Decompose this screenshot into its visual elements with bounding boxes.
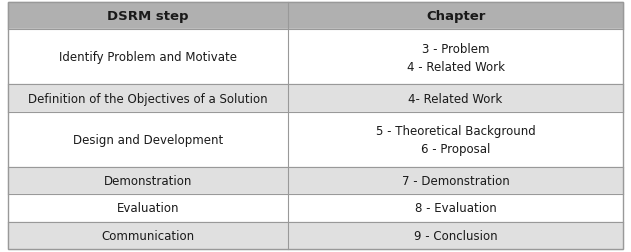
Text: Communication: Communication [101,229,194,242]
Bar [8,167,623,194]
Bar [8,85,623,112]
Bar [8,222,623,249]
Text: Definition of the Objectives of a Solution: Definition of the Objectives of a Soluti… [28,92,268,105]
Bar [8,112,623,167]
Text: 4- Related Work: 4- Related Work [408,92,503,105]
Text: Identify Problem and Motivate: Identify Problem and Motivate [59,51,237,64]
Text: 6 - Proposal: 6 - Proposal [421,142,490,155]
Text: 4 - Related Work: 4 - Related Work [406,60,505,73]
Text: 8 - Evaluation: 8 - Evaluation [415,202,497,214]
Text: 7 - Demonstration: 7 - Demonstration [402,174,509,187]
Text: Demonstration: Demonstration [103,174,192,187]
Text: DSRM step: DSRM step [107,10,189,23]
Text: 5 - Theoretical Background: 5 - Theoretical Background [375,125,536,138]
Text: Evaluation: Evaluation [117,202,179,214]
Bar [8,30,623,85]
Text: Chapter: Chapter [426,10,485,23]
Text: 3 - Problem: 3 - Problem [422,43,490,56]
Text: 9 - Conclusion: 9 - Conclusion [414,229,497,242]
Bar [8,194,623,222]
Text: Design and Development: Design and Development [73,133,223,146]
Bar [8,3,623,30]
